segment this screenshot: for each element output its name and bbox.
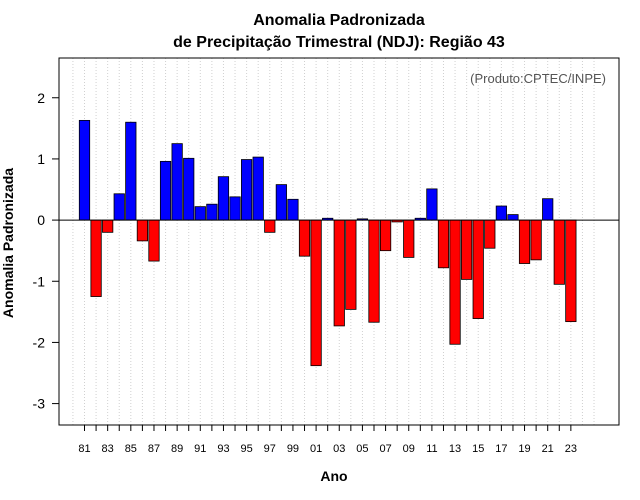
y-axis: -3 -2 -1 0 1 2	[33, 90, 59, 412]
bar-2016	[484, 219, 496, 249]
bar-2013	[449, 219, 461, 345]
x-tick-label: 97	[264, 443, 276, 455]
bar-1999	[287, 198, 299, 221]
x-tick-label: 95	[240, 443, 252, 455]
x-tick-label: 17	[495, 443, 507, 455]
bar-1981	[78, 119, 91, 221]
bar-2020	[530, 219, 542, 261]
bar-2009	[403, 219, 415, 258]
x-tick-label: 11	[426, 443, 437, 455]
bar-1983	[102, 219, 114, 233]
x-tick-label: 91	[194, 443, 206, 455]
x-tick-label: 09	[403, 443, 415, 455]
bar-1990	[183, 157, 195, 221]
y-tick-label: 2	[37, 90, 45, 106]
bar-2023	[565, 219, 577, 323]
bar-1997	[264, 219, 276, 233]
x-tick-label: 99	[287, 443, 299, 455]
bar-2007	[379, 219, 392, 252]
x-tick-label: 89	[171, 443, 183, 455]
y-tick-label: -3	[33, 396, 46, 412]
bar-1988	[159, 160, 172, 221]
bar-1995	[241, 159, 253, 221]
bar-1994	[229, 196, 241, 221]
x-tick-label: 05	[356, 443, 368, 455]
bar-1987	[148, 219, 160, 262]
bar-2012	[437, 219, 450, 269]
y-tick-label: 0	[37, 212, 45, 228]
bar-2006	[368, 219, 380, 323]
x-tick-label: 23	[565, 443, 577, 455]
y-tick-label: -2	[33, 334, 46, 350]
bar-1991	[194, 206, 206, 221]
x-tick-label: 13	[449, 443, 461, 455]
x-tick-label: 19	[518, 443, 530, 455]
y-tick-label: -1	[33, 273, 46, 289]
x-axis-title: Ano	[320, 468, 347, 484]
bar-1986	[136, 219, 148, 242]
bars	[78, 119, 577, 367]
chart-subtitle: de Precipitação Trimestral (NDJ): Região…	[173, 34, 505, 51]
x-tick-label: 03	[333, 443, 345, 455]
x-tick-label: 93	[217, 443, 229, 455]
y-axis-title: Anomalia Padronizada	[0, 168, 16, 318]
bar-2015	[472, 219, 484, 319]
bar-2001	[310, 219, 322, 367]
bar-2004	[345, 219, 357, 310]
x-tick-label: 83	[102, 443, 114, 455]
bar-2000	[298, 219, 311, 257]
x-tick-label: 87	[148, 443, 160, 455]
bar-1992	[206, 203, 218, 221]
bar-1984	[113, 193, 125, 221]
bar-1993	[217, 176, 230, 221]
bar-2022	[553, 219, 565, 285]
bar-2017	[495, 205, 507, 221]
chart-title: Anomalia Padronizada	[253, 12, 425, 29]
x-tick-label: 85	[125, 443, 137, 455]
x-tick-label: 81	[78, 443, 90, 455]
x-axis: 81 83 85 87 89 91 93 95 97 99 01 03 05 07 09 11 13 15 17 19…	[78, 425, 577, 455]
y-tick-label: 1	[37, 151, 45, 167]
bar-2018	[507, 214, 519, 221]
x-tick-label: 01	[310, 443, 322, 455]
bar-2014	[461, 219, 473, 280]
bar-2011	[426, 188, 438, 221]
bar-1982	[90, 219, 102, 297]
bar-1998	[275, 184, 287, 221]
bar-2019	[518, 219, 531, 264]
x-tick-label: 07	[379, 443, 391, 455]
credit-label: (Produto:CPTEC/INPE)	[470, 71, 606, 86]
bar-2021	[542, 198, 554, 221]
x-tick-label: 21	[542, 443, 554, 455]
bar-2003	[333, 219, 345, 327]
bar-1989	[171, 143, 183, 221]
bar-1996	[252, 156, 264, 221]
x-tick-label: 15	[472, 443, 484, 455]
bar-1985	[125, 121, 137, 221]
